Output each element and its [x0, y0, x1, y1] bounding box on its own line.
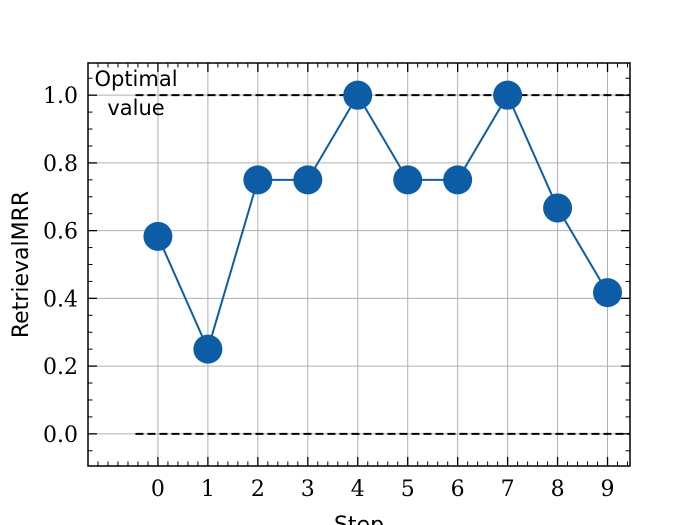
data-point	[443, 165, 473, 195]
data-point	[193, 334, 223, 364]
data-point	[143, 221, 173, 251]
axis-ticks	[88, 63, 630, 466]
data-point	[393, 165, 423, 195]
x-tick-label: 4	[351, 477, 365, 502]
data-point	[343, 80, 373, 110]
data-point	[543, 193, 573, 223]
y-axis-label: RetrievalMRR	[9, 191, 34, 338]
x-tick-label: 6	[451, 477, 465, 502]
data-points	[143, 80, 623, 364]
data-point	[593, 278, 623, 308]
reference-lines	[135, 94, 630, 435]
x-tick-label: 0	[151, 477, 165, 502]
x-tick-label: 9	[601, 477, 615, 502]
y-tick-labels: 0.0 0.2 0.4 0.6 0.8 1.0	[43, 84, 78, 448]
series-polyline	[157, 92, 609, 353]
series-line	[157, 92, 609, 353]
x-tick-labels: 0 1 2 3 4 5 6 7 8 9	[151, 477, 615, 502]
data-point	[243, 165, 273, 195]
x-tick-label: 7	[501, 477, 515, 502]
x-tick-label: 8	[551, 477, 565, 502]
y-tick-label: 0.2	[43, 355, 78, 380]
x-axis-label: Step	[334, 513, 384, 525]
y-tick-label: 0.4	[43, 287, 78, 312]
y-tick-label: 0.0	[43, 423, 78, 448]
x-tick-label: 5	[401, 477, 415, 502]
y-tick-label: 1.0	[43, 84, 78, 109]
optimal-value-annotation-line1: Optimal	[94, 67, 177, 91]
y-tick-label: 0.8	[43, 152, 78, 177]
optimal-value-annotation-line2: value	[107, 96, 164, 120]
x-tick-label: 3	[301, 477, 315, 502]
x-tick-label: 1	[201, 477, 215, 502]
data-point	[293, 165, 323, 195]
y-tick-label: 0.6	[43, 220, 78, 245]
x-tick-label: 2	[251, 477, 265, 502]
data-point	[493, 80, 523, 110]
